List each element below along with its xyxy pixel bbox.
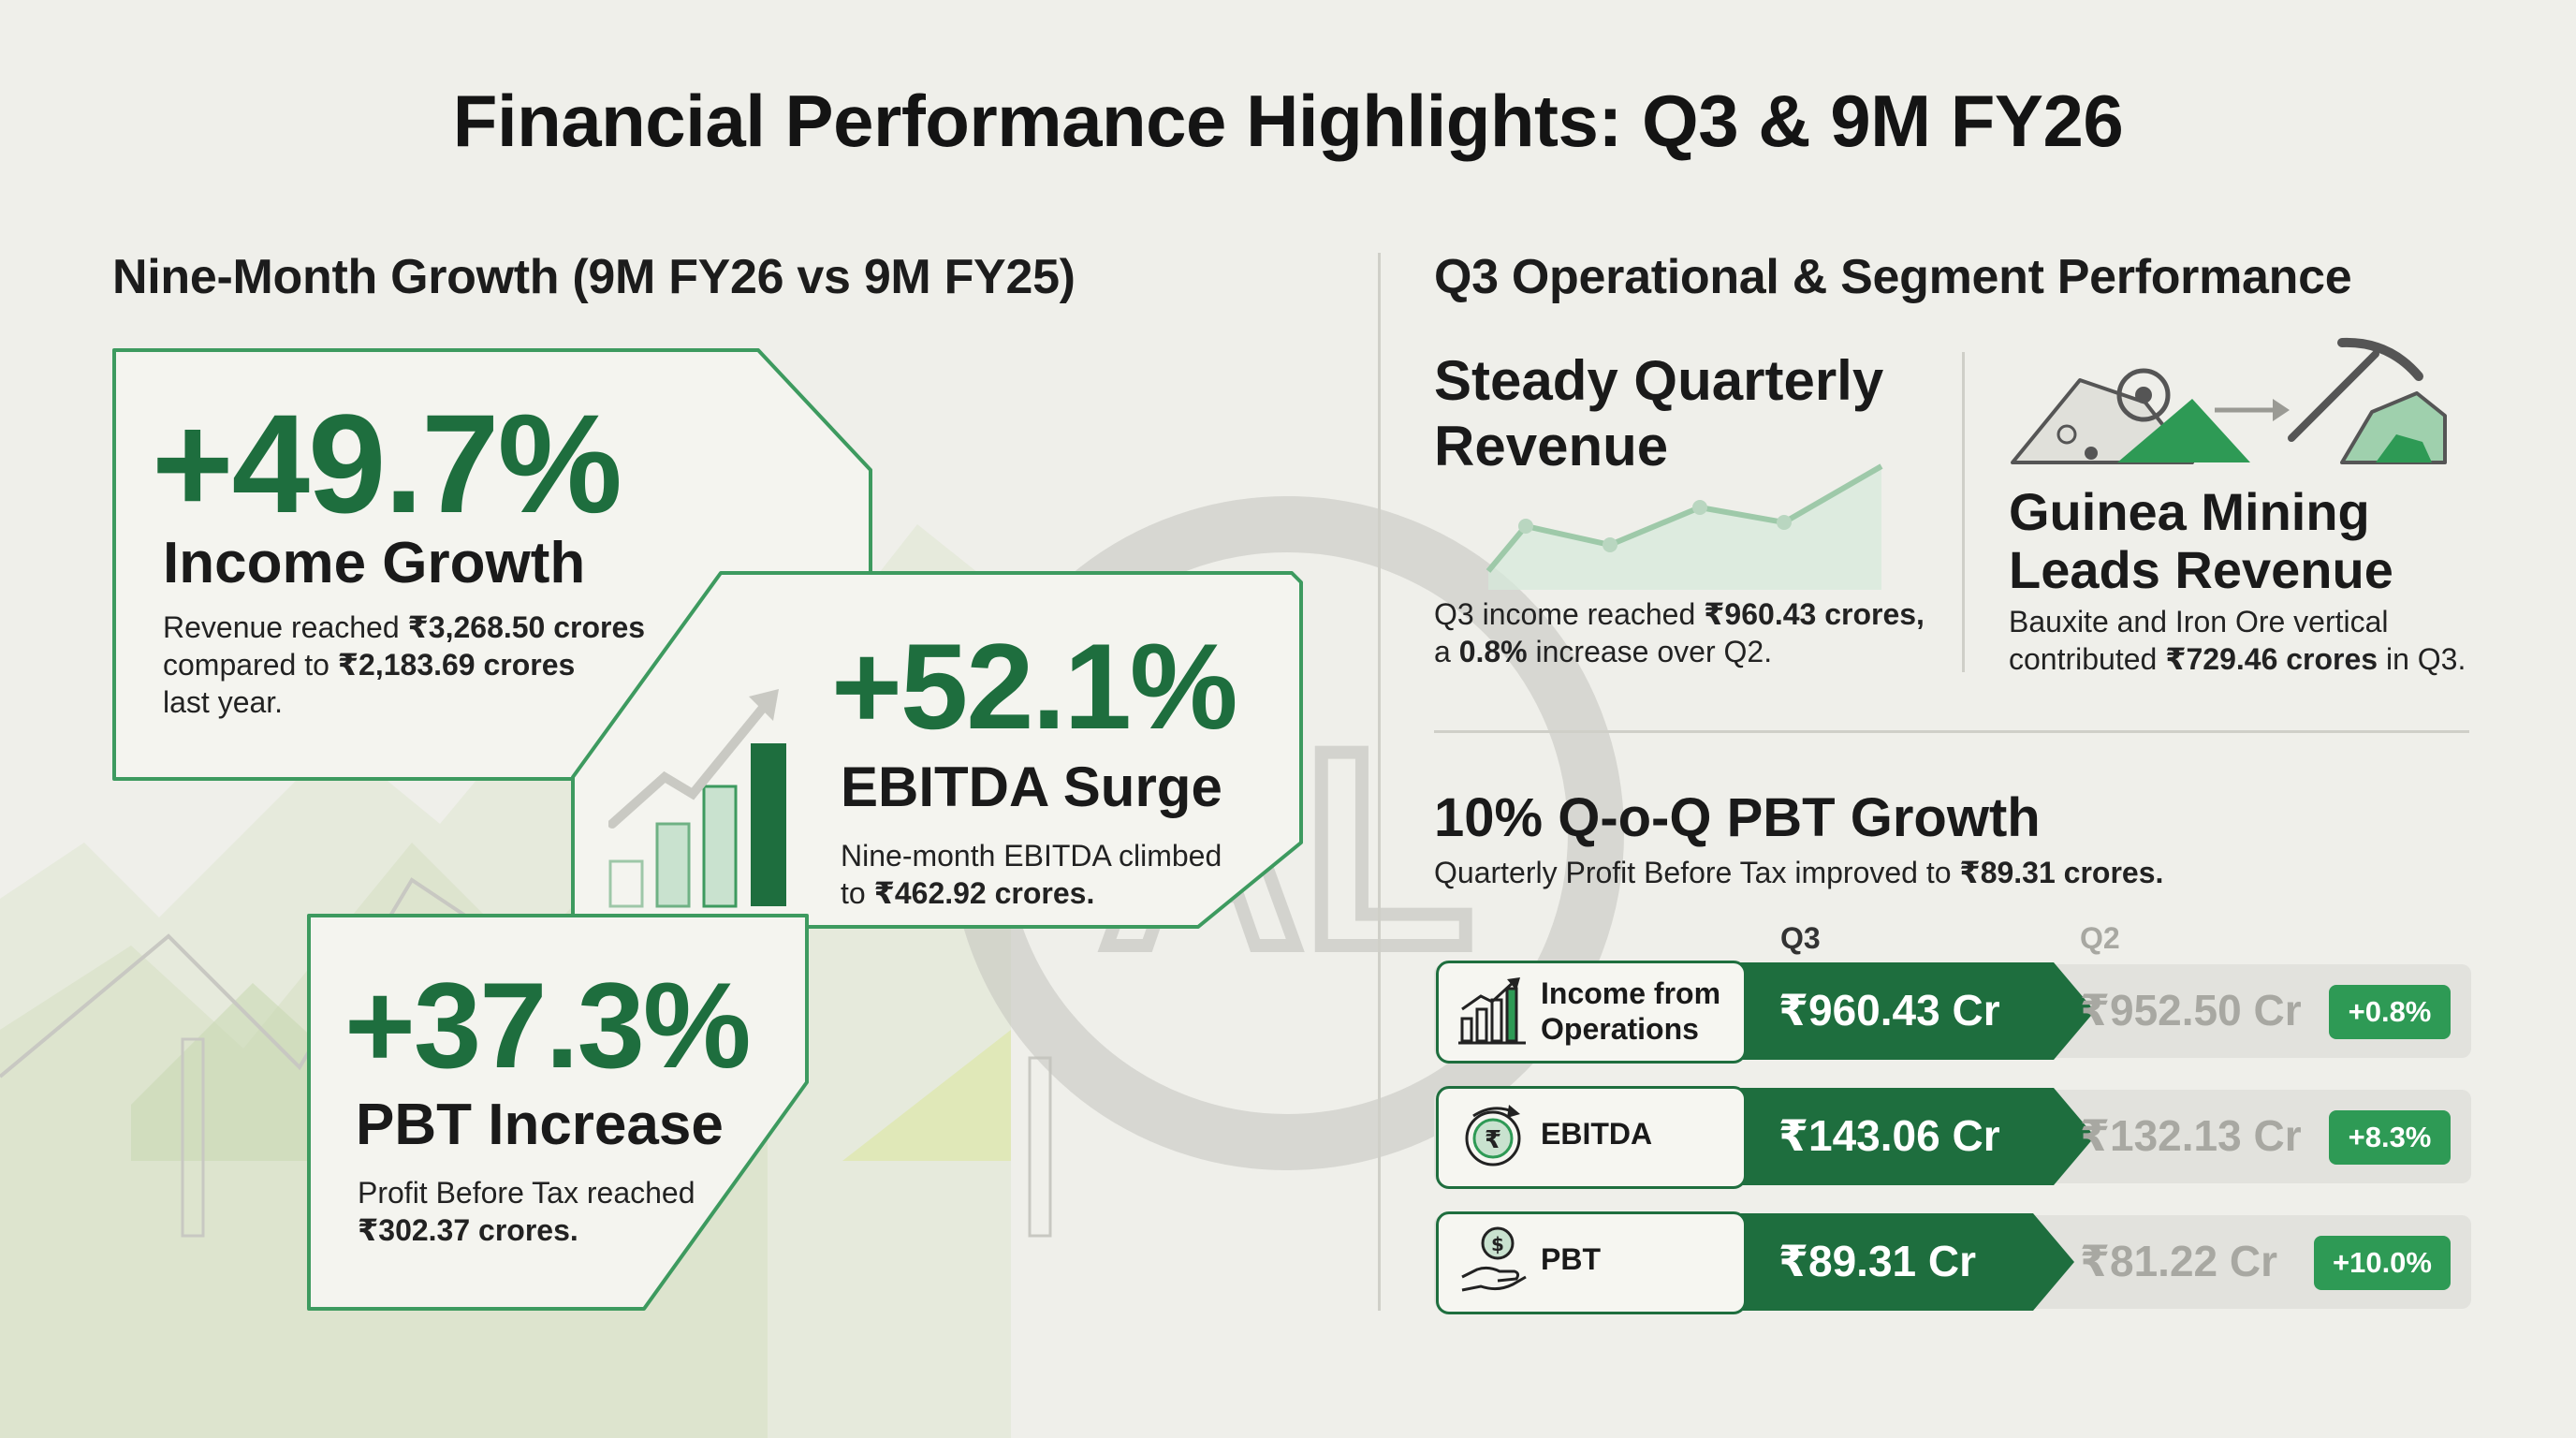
steady-desc-line1: Q3 income reached	[1434, 597, 1705, 631]
change-badge: +0.8%	[2329, 985, 2451, 1039]
guinea-desc-line1: Bauxite and Iron Ore vertical	[2009, 605, 2389, 638]
guinea-desc-line2: contributed	[2009, 642, 2166, 676]
guinea-desc-amount: ₹729.46 crores	[2165, 642, 2378, 676]
pbt-card-frame	[307, 914, 809, 1311]
guinea-title-line2: Leads Revenue	[2009, 540, 2393, 599]
q3-value: ₹960.43 Cr	[1778, 986, 2000, 1034]
row-label-line2: Operations	[1541, 1012, 1699, 1046]
income-desc-line3: last year.	[163, 685, 284, 719]
row-label-line1: Income from	[1541, 976, 1721, 1010]
mining-icon	[2011, 337, 2447, 464]
row-label-income: Income from Operations	[1541, 976, 1720, 1047]
guinea-title-line1: Guinea Mining	[2009, 482, 2370, 541]
income-growth-label: Income Growth	[163, 531, 586, 595]
steady-title-line2: Revenue	[1434, 415, 1669, 477]
steady-revenue-line-icon	[1486, 463, 1883, 590]
income-desc-line2: compared to	[163, 648, 338, 682]
steady-desc-percent: 0.8%	[1458, 635, 1528, 668]
steady-desc-amount: ₹960.43 crores,	[1704, 597, 1925, 631]
row-dark-band	[1734, 1088, 2095, 1185]
q2-value: ₹952.50 Cr	[2080, 986, 2302, 1034]
q3-heading: Q3 Operational & Segment Performance	[1434, 250, 2352, 304]
guinea-mining-title: Guinea Mining Leads Revenue	[2009, 483, 2393, 599]
table-row: Income from Operations ₹960.43 Cr ₹952.5…	[1434, 961, 2473, 1064]
income-desc-line1: Revenue reached	[163, 610, 408, 644]
income-description: Revenue reached ₹3,268.50 crores compare…	[163, 609, 762, 721]
pbt-growth-description: Quarterly Profit Before Tax improved to …	[1434, 854, 2163, 891]
section-divider	[1378, 253, 1381, 1311]
q3-value: ₹143.06 Cr	[1778, 1111, 2000, 1160]
table-row: ₹ EBITDA ₹143.06 Cr ₹132.13 Cr +8.3%	[1434, 1086, 2473, 1189]
pbt-growth-desc-amount: ₹89.31 crores.	[1959, 856, 2164, 889]
row-dark-band	[1734, 962, 2095, 1060]
table-row: $ PBT ₹89.31 Cr ₹81.22 Cr +10.0%	[1434, 1211, 2473, 1314]
steady-description: Q3 income reached ₹960.43 crores, a 0.8%…	[1434, 595, 1958, 670]
guinea-desc-line2-end: in Q3.	[2378, 642, 2466, 676]
pbt-growth-title: 10% Q-o-Q PBT Growth	[1434, 787, 2041, 848]
ebitda-desc-line1: Nine-month EBITDA climbed	[841, 839, 1222, 873]
ebitda-surge-label: EBITDA Surge	[841, 756, 1222, 818]
row-dark-band	[1734, 1213, 2074, 1311]
income-desc-amount: ₹3,268.50 crores	[407, 610, 646, 644]
row-label-pbt: PBT	[1541, 1242, 1601, 1276]
row-label-box	[1436, 1211, 1747, 1314]
q2-value: ₹81.22 Cr	[2080, 1237, 2278, 1285]
income-desc-prior-amount: ₹2,183.69 crores	[337, 648, 576, 682]
sub-divider	[1962, 352, 1965, 672]
q3-value: ₹89.31 Cr	[1778, 1237, 1977, 1285]
nine-month-heading: Nine-Month Growth (9M FY26 vs 9M FY25)	[112, 250, 1076, 304]
income-growth-value: +49.7%	[152, 385, 622, 542]
row-label-ebitda: EBITDA	[1541, 1117, 1653, 1151]
steady-title-line1: Steady Quarterly	[1434, 349, 1884, 412]
pbt-growth-desc-line: Quarterly Profit Before Tax improved to	[1434, 856, 1960, 889]
ebitda-desc-amount: ₹462.92 crores.	[873, 876, 1095, 910]
svg-text:$: $	[1491, 1233, 1504, 1255]
ebitda-description: Nine-month EBITDA climbed to ₹462.92 cro…	[841, 837, 1271, 912]
ebitda-desc-line2: to	[841, 876, 874, 910]
steady-desc-line2: a	[1434, 635, 1459, 668]
column-head-q2: Q2	[2080, 921, 2120, 955]
pbt-description: Profit Before Tax reached ₹302.37 crores…	[358, 1174, 788, 1249]
guinea-description: Bauxite and Iron Ore vertical contribute…	[2009, 603, 2552, 678]
pbt-increase-label: PBT Increase	[356, 1093, 724, 1157]
ebitda-surge-value: +52.1%	[831, 618, 1238, 755]
page-title: Financial Performance Highlights: Q3 & 9…	[452, 80, 2124, 162]
income-growth-icon	[1458, 977, 1526, 1045]
pbt-increase-value: +37.3%	[344, 957, 752, 1093]
money-hand-icon: $	[1461, 1226, 1527, 1292]
svg-text:₹: ₹	[1485, 1126, 1501, 1154]
change-badge: +10.0%	[2314, 1236, 2451, 1290]
column-head-q3: Q3	[1780, 921, 1821, 955]
horizontal-divider	[1434, 730, 2469, 733]
steady-desc-line2-end: increase over Q2.	[1527, 635, 1773, 668]
pbt-desc-line1: Profit Before Tax reached	[358, 1176, 695, 1210]
bar-growth-icon	[608, 689, 786, 908]
q2-value: ₹132.13 Cr	[2080, 1111, 2302, 1160]
change-badge: +8.3%	[2329, 1110, 2451, 1165]
rupee-growth-icon: ₹	[1465, 1105, 1521, 1167]
pbt-desc-amount: ₹302.37 crores.	[358, 1213, 578, 1247]
steady-revenue-title: Steady Quarterly Revenue	[1434, 348, 1883, 479]
